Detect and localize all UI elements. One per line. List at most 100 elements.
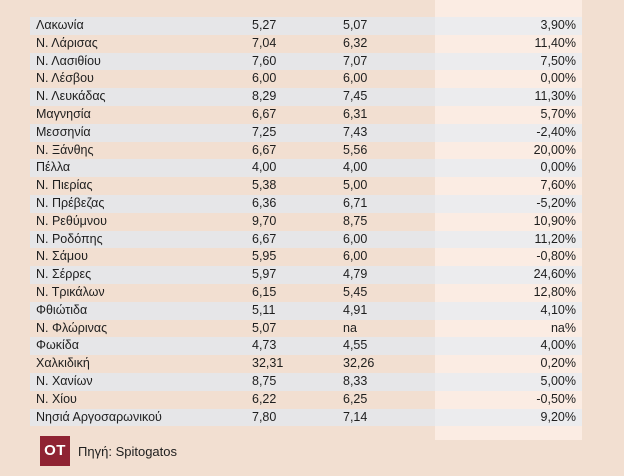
table-row: Πέλλα 4,00 4,00 0,00% xyxy=(30,159,582,178)
value-2-cell: 6,00 xyxy=(343,231,368,246)
table-row: Μεσσηνία 7,25 7,43 -2,40% xyxy=(30,123,582,142)
source-text: Πηγή: Spitogatos xyxy=(78,443,178,459)
value-1-cell: 8,75 xyxy=(252,373,277,388)
region-cell: Νησιά Αργοσαρωνικού xyxy=(36,409,162,424)
region-cell: Λακωνία xyxy=(36,18,84,32)
value-2-cell: 7,07 xyxy=(343,53,368,68)
change-cell: 0,00% xyxy=(435,159,582,178)
value-1-cell: 4,73 xyxy=(252,338,277,353)
region-cell: Φθιώτιδα xyxy=(36,302,88,317)
value-2-cell: 4,91 xyxy=(343,302,368,317)
value-2-cell: 6,00 xyxy=(343,249,368,264)
footer: OT Πηγή: Spitogatos xyxy=(40,436,177,466)
region-cell: Ν. Ξάνθης xyxy=(36,142,94,157)
region-cell: Φωκίδα xyxy=(36,338,79,353)
region-cell: Ν. Χανίων xyxy=(36,373,93,388)
table-row: Ν. Πιερίας 5,38 5,00 7,60% xyxy=(30,177,582,195)
value-1-cell: 4,00 xyxy=(252,160,277,175)
change-cell: -2,40% xyxy=(435,123,582,142)
table-row: Ν. Λάρισας 7,04 6,32 11,40% xyxy=(30,35,582,53)
value-1-cell: 5,27 xyxy=(252,18,277,32)
region-cell: Ν. Λασιθίου xyxy=(36,53,101,68)
value-1-cell: 6,67 xyxy=(252,231,277,246)
value-2-cell: 6,25 xyxy=(343,391,368,406)
value-2-cell: 5,45 xyxy=(343,284,368,299)
value-1-cell: 5,07 xyxy=(252,320,277,335)
table-row: Φωκίδα 4,73 4,55 4,00% xyxy=(30,337,582,356)
change-cell: -0,50% xyxy=(536,391,576,406)
table-row: Ν. Σάμου 5,95 6,00 -0,80% xyxy=(30,248,582,266)
table-row: Μαγνησία 6,67 6,31 5,70% xyxy=(30,106,582,124)
change-cell: 11,40% xyxy=(534,35,576,50)
value-2-cell: na xyxy=(343,320,357,335)
region-cell: Ν. Χίου xyxy=(36,391,77,406)
table-row: Ν. Τρικάλων 6,15 5,45 12,80% xyxy=(30,284,582,302)
value-1-cell: 6,00 xyxy=(252,71,277,86)
value-1-cell: 5,95 xyxy=(252,249,277,264)
region-cell: Μεσσηνία xyxy=(36,124,91,139)
table-row: Ν. Λασιθίου 7,60 7,07 7,50% xyxy=(30,52,582,71)
change-cell: 24,60% xyxy=(435,266,582,284)
change-cell: 20,00% xyxy=(533,142,576,157)
change-cell: 11,30% xyxy=(435,88,582,106)
value-2-cell: 4,55 xyxy=(343,338,368,353)
change-cell: 7,50% xyxy=(435,52,582,71)
value-2-cell: 8,75 xyxy=(343,213,368,228)
region-cell: Χαλκιδική xyxy=(36,356,90,371)
region-cell: Ν. Πιερίας xyxy=(36,178,93,193)
region-cell: Ν. Τρικάλων xyxy=(36,284,105,299)
value-2-cell: 4,00 xyxy=(343,160,368,175)
change-cell: 7,60% xyxy=(540,178,576,193)
value-2-cell: 6,31 xyxy=(343,106,368,121)
change-cell: 0,20% xyxy=(540,356,576,371)
change-cell: 0,00% xyxy=(540,71,576,86)
change-cell: 5,70% xyxy=(540,106,576,121)
table-row: Ν. Πρέβεζας 6,36 6,71 -5,20% xyxy=(30,194,582,213)
value-1-cell: 32,31 xyxy=(252,356,284,371)
value-1-cell: 5,97 xyxy=(252,267,277,282)
region-cell: Ν. Φλώρινας xyxy=(36,320,108,335)
value-2-cell: 5,07 xyxy=(343,18,368,32)
table-row: Χαλκιδική 32,31 32,26 0,20% xyxy=(30,355,582,373)
table-row: Φθιώτιδα 5,11 4,91 4,10% xyxy=(30,301,582,320)
change-cell: 3,90% xyxy=(435,17,582,35)
value-2-cell: 8,33 xyxy=(343,373,368,388)
region-cell: Ν. Ρεθύμνου xyxy=(36,213,107,228)
value-1-cell: 5,38 xyxy=(252,178,277,193)
value-1-cell: 6,22 xyxy=(252,391,277,406)
region-cell: Μαγνησία xyxy=(36,106,91,121)
table-row: Νησιά Αργοσαρωνικού 7,80 7,14 9,20% xyxy=(30,408,582,427)
value-2-cell: 7,43 xyxy=(343,124,368,139)
region-cell: Ν. Πρέβεζας xyxy=(36,195,105,210)
value-1-cell: 6,67 xyxy=(252,142,277,157)
table-row: Λακωνία 5,27 5,07 3,90% xyxy=(30,17,582,35)
value-1-cell: 5,11 xyxy=(252,302,276,317)
value-2-cell: 6,71 xyxy=(343,195,368,210)
change-cell: 10,90% xyxy=(533,213,576,228)
table-row: Ν. Ξάνθης 6,67 5,56 20,00% xyxy=(30,142,582,160)
change-cell: 12,80% xyxy=(533,284,576,299)
value-1-cell: 7,80 xyxy=(252,409,277,424)
price-table: Λακωνία 5,27 5,07 3,90% Ν. Λάρισας 7,04 6,32 11… xyxy=(30,17,582,427)
table-row: Ν. Φλώρινας 5,07 na na% xyxy=(30,320,582,338)
region-cell: Ν. Λευκάδας xyxy=(36,89,106,104)
table-row: Ν. Ρεθύμνου 9,70 8,75 10,90% xyxy=(30,213,582,231)
value-2-cell: 7,14 xyxy=(343,409,368,424)
region-cell: Ν. Ροδόπης xyxy=(36,231,103,246)
change-cell: 9,20% xyxy=(435,408,582,427)
value-1-cell: 8,29 xyxy=(252,89,277,104)
change-cell: -5,20% xyxy=(435,194,582,213)
change-cell: -0,80% xyxy=(536,249,576,264)
value-2-cell: 5,00 xyxy=(343,178,368,193)
table-row: Ν. Σέρρες 5,97 4,79 24,60% xyxy=(30,266,582,284)
region-cell: Ν. Λάρισας xyxy=(36,35,98,50)
change-cell: na% xyxy=(550,320,576,335)
value-1-cell: 7,60 xyxy=(252,53,277,68)
value-2-cell: 4,79 xyxy=(343,267,368,282)
value-2-cell: 32,26 xyxy=(343,356,375,371)
value-2-cell: 6,32 xyxy=(343,35,368,50)
value-2-cell: 5,56 xyxy=(343,142,368,157)
change-cell: 11,20% xyxy=(435,230,582,249)
table-row: Ν. Ροδόπης 6,67 6,00 11,20% xyxy=(30,230,582,249)
